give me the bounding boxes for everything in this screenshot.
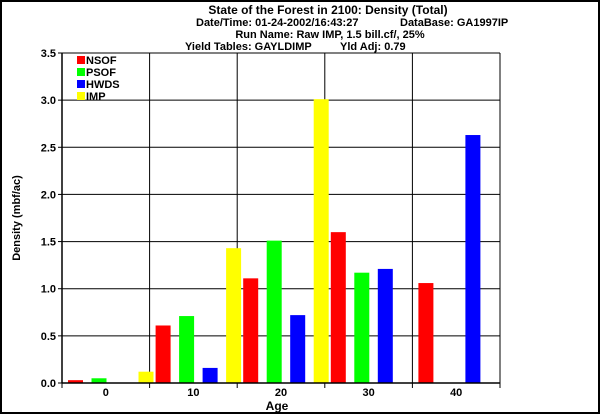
subtitle-runname: Run Name: Raw IMP, 1.5 bill.cf/, 25% xyxy=(235,29,425,41)
y-tick-label: 1.0 xyxy=(41,284,56,296)
subtitle-yieldtables: Yield Tables: GAYLDIMP xyxy=(185,41,312,53)
subtitle-datetime: Date/Time: 01-24-2002/16:43:27 xyxy=(196,17,358,29)
bar-hwds-10 xyxy=(202,367,218,383)
x-tick-label: 30 xyxy=(362,387,374,399)
bar-nsof-30 xyxy=(330,232,346,383)
legend-swatch-psof xyxy=(77,68,85,76)
y-tick-label: 2.5 xyxy=(41,142,56,154)
y-axis-label: Density (mbf/ac) xyxy=(11,175,23,261)
bar-psof-20 xyxy=(266,240,282,383)
y-tick-label: 1.5 xyxy=(41,237,56,249)
y-tick-label: 0.5 xyxy=(41,331,56,343)
legend-label-nsof: NSOF xyxy=(86,55,117,67)
legend-label-imp: IMP xyxy=(86,91,106,103)
bar-hwds-40 xyxy=(465,135,481,383)
bar-nsof-10 xyxy=(155,325,171,383)
bar-hwds-30 xyxy=(377,268,393,383)
bar-imp-10 xyxy=(226,248,242,383)
x-axis-label: Age xyxy=(266,399,289,413)
x-tick-label: 20 xyxy=(275,387,287,399)
bar-imp-0 xyxy=(138,371,154,383)
bar-nsof-20 xyxy=(243,278,259,383)
x-tick-label: 10 xyxy=(187,387,199,399)
bar-nsof-40 xyxy=(418,283,434,383)
bar-psof-30 xyxy=(354,272,370,383)
y-tick-label: 0.0 xyxy=(41,378,56,390)
legend-swatch-nsof xyxy=(77,56,85,64)
legend-swatch-imp xyxy=(77,92,85,100)
subtitle-database: DataBase: GA1997IP xyxy=(400,17,508,29)
bar-psof-0 xyxy=(91,378,107,383)
legend-label-hwds: HWDS xyxy=(86,79,120,91)
bar-hwds-20 xyxy=(290,315,306,383)
x-tick-label: 40 xyxy=(450,387,462,399)
y-tick-label: 3.5 xyxy=(41,48,56,60)
y-tick-label: 3.0 xyxy=(41,95,56,107)
bar-nsof-0 xyxy=(68,380,83,383)
subtitle-yldadj: Yld Adj: 0.79 xyxy=(340,41,406,53)
y-tick-label: 2.0 xyxy=(41,189,56,201)
x-tick-label: 0 xyxy=(103,387,109,399)
chart-title: State of the Forest in 2100: Density (To… xyxy=(208,3,447,17)
bar-imp-20 xyxy=(313,99,329,383)
bar-psof-10 xyxy=(179,316,195,383)
legend-label-psof: PSOF xyxy=(86,67,116,79)
legend-swatch-hwds xyxy=(77,80,85,88)
